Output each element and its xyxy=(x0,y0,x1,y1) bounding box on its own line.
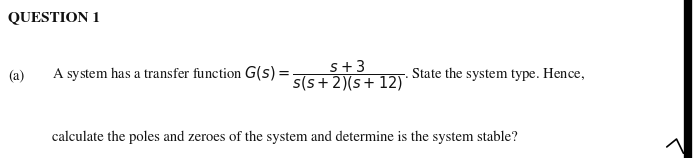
Text: calculate the poles and zeroes of the system and determine is the system stable?: calculate the poles and zeroes of the sy… xyxy=(52,131,518,144)
Text: (a): (a) xyxy=(8,69,24,82)
Text: QUESTION 1: QUESTION 1 xyxy=(8,11,100,24)
Text: A system has a transfer function $G(s) = \dfrac{s+3}{s(s+2)(s+12)}$. State the s: A system has a transfer function $G(s) =… xyxy=(52,59,585,93)
